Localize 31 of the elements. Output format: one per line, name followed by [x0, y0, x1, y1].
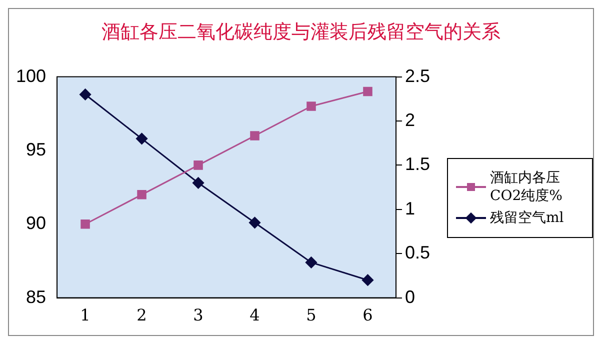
point — [362, 274, 374, 286]
y2-tick-label: 0 — [404, 286, 415, 307]
x-tick-label: 2 — [136, 306, 147, 325]
point — [194, 160, 203, 170]
y2-tick-label: 2.5 — [404, 66, 430, 86]
y2-tick-label: 0.5 — [404, 242, 430, 263]
y-tick-label: 85 — [26, 286, 46, 307]
y2-tick-label: 2 — [404, 110, 415, 130]
legend-label: 酒缸内各压CO2纯度% — [490, 169, 564, 205]
x-tick-label: 6 — [362, 306, 373, 325]
point — [136, 132, 148, 144]
point — [249, 216, 260, 228]
point — [137, 190, 146, 200]
x-tick-label: 1 — [80, 306, 90, 325]
point — [305, 256, 317, 268]
point — [80, 219, 90, 229]
legend-label: 残留空气ml — [490, 209, 564, 227]
point — [192, 177, 204, 189]
y2-tick-label: 1 — [404, 198, 415, 218]
x-tick-label: 5 — [306, 306, 316, 325]
chart-title: 酒缸各压二氧化碳纯度与灌装后残留空气的关系 — [100, 20, 502, 45]
point — [250, 131, 260, 140]
x-tick-label: 4 — [250, 306, 260, 325]
point — [363, 86, 372, 96]
x-tick-label: 3 — [193, 306, 204, 325]
y-tick-label: 95 — [26, 139, 46, 160]
point — [80, 88, 92, 100]
point — [306, 102, 316, 111]
y-tick-label: 100 — [16, 66, 46, 86]
y-tick-label: 90 — [26, 213, 46, 234]
y2-tick-label: 1.5 — [404, 154, 430, 174]
